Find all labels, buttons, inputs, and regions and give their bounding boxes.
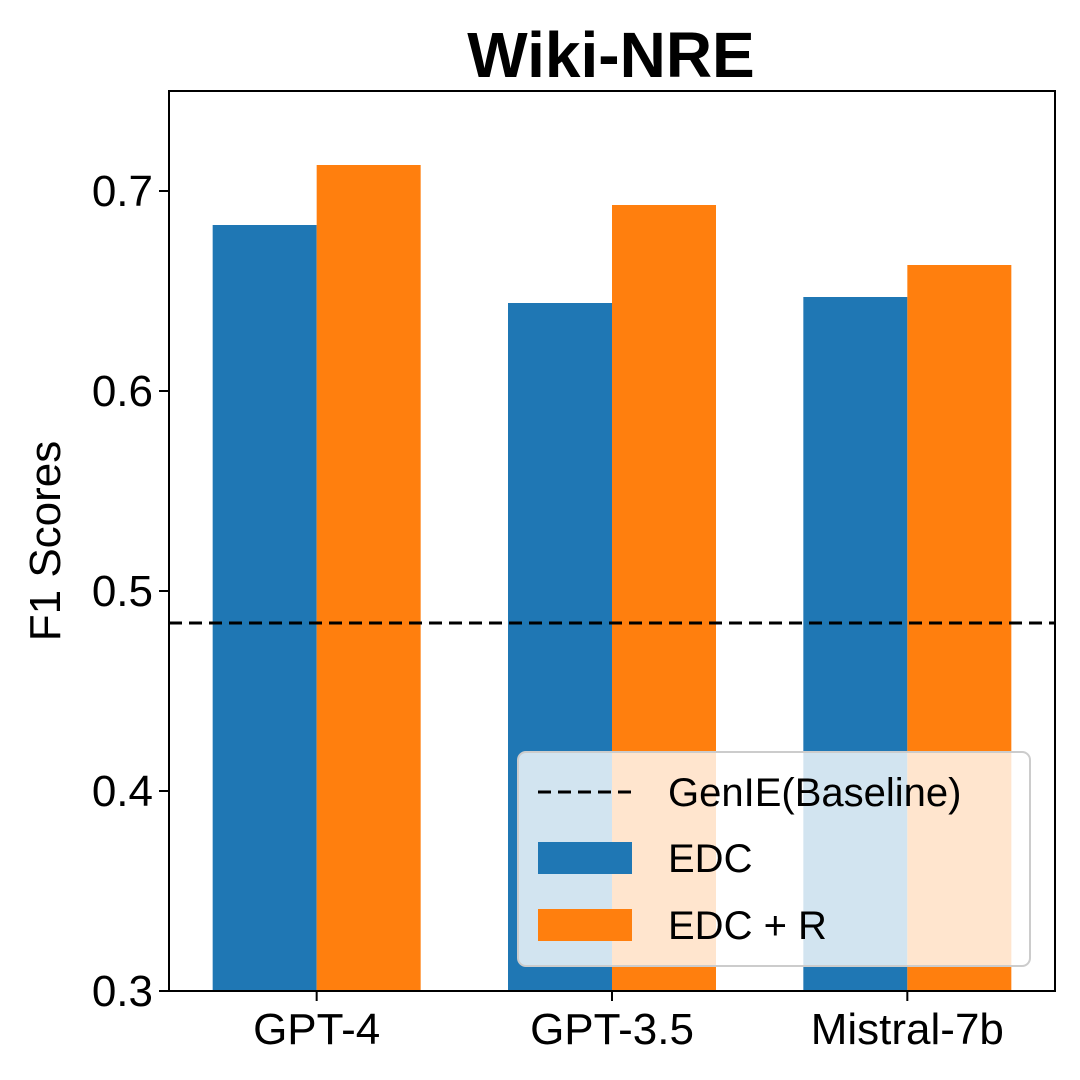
y-tick-label: 0.4	[92, 767, 153, 816]
y-tick-label: 0.6	[92, 367, 153, 416]
x-tick-label: GPT-3.5	[530, 1005, 694, 1054]
legend-label: EDC	[668, 837, 752, 881]
x-tick-label: Mistral-7b	[811, 1005, 1004, 1054]
legend: GenIE(Baseline) EDC EDC + R	[517, 751, 1031, 967]
y-tick-label: 0.7	[92, 167, 153, 216]
legend-label: GenIE(Baseline)	[668, 771, 961, 815]
y-axis-label: F1 Scores	[21, 441, 70, 642]
legend-label: EDC + R	[668, 904, 827, 948]
y-tick-label: 0.5	[92, 567, 153, 616]
x-tick-label: GPT-4	[253, 1005, 380, 1054]
legend-box	[517, 751, 1031, 967]
legend-color-swatch	[538, 842, 632, 874]
legend-color-swatch	[538, 909, 632, 941]
y-tick-label: 0.3	[92, 967, 153, 1016]
bar-edc-gpt-4	[212, 225, 317, 991]
axes-group: 0.3 0.4 0.5 0.6 0.7 GPT-4 GPT-3.5 Mistral-7b	[92, 90, 1056, 1054]
bar-edc-r-gpt-4	[316, 165, 421, 991]
chart-title: Wiki-NRE	[467, 19, 754, 91]
